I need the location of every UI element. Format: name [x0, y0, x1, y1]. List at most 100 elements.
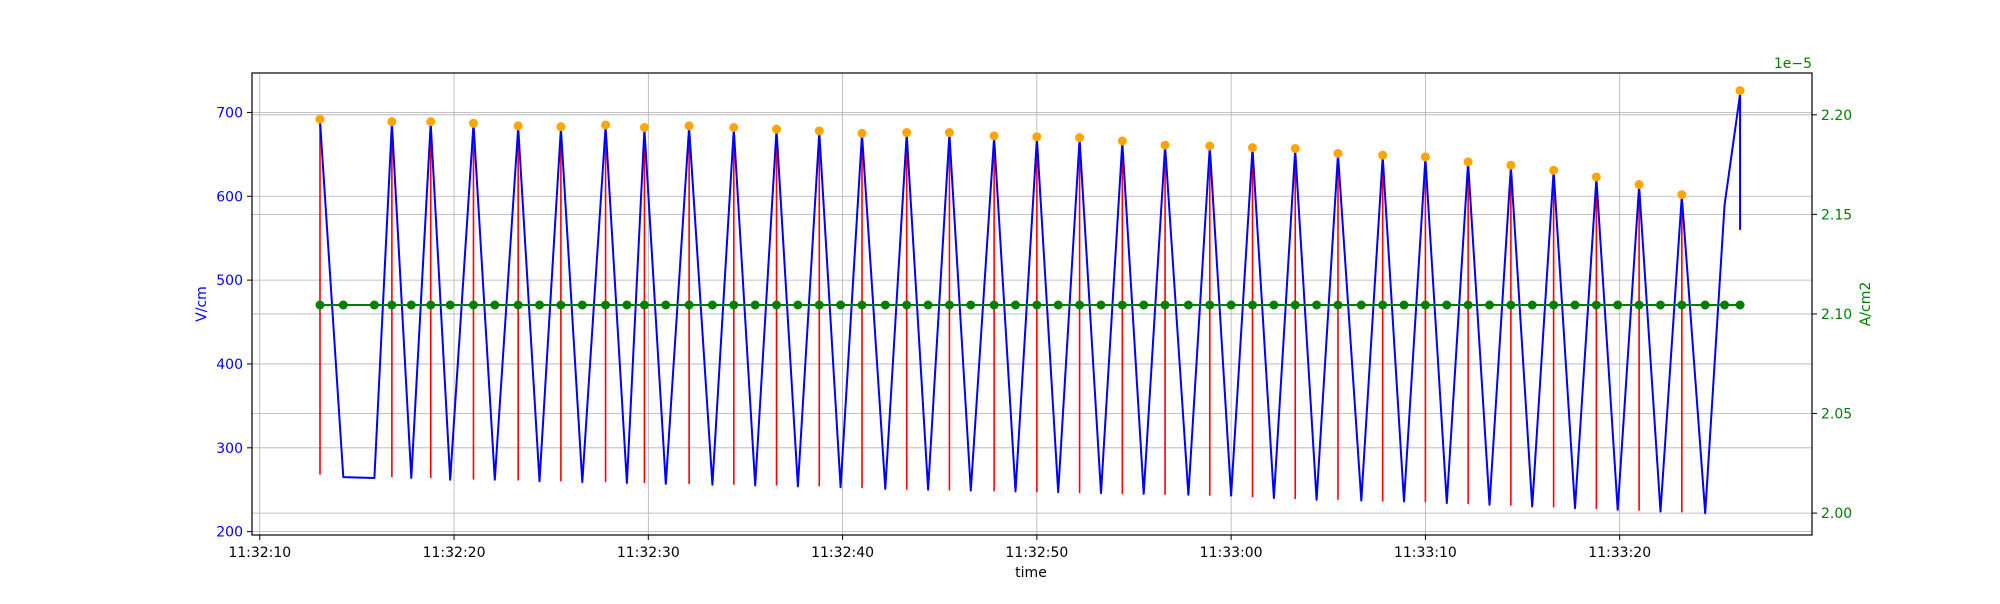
y-axis-right: 2.00 2.05 2.10 2.15 2.20: [1812, 108, 1852, 522]
green-point: [1269, 300, 1279, 310]
orange-point: [556, 122, 566, 132]
green-point: [857, 300, 867, 310]
orange-point: [1333, 148, 1343, 158]
green-point: [1160, 300, 1170, 310]
green-point: [468, 300, 478, 310]
green-point: [1096, 300, 1106, 310]
orange-point: [814, 126, 824, 136]
green-point: [1613, 300, 1623, 310]
orange-point: [1247, 143, 1257, 153]
x-tick-label: 11:32:20: [423, 545, 486, 561]
orange-point: [1506, 160, 1516, 170]
x-tick-label: 11:33:10: [1394, 545, 1457, 561]
green-point: [513, 300, 523, 310]
green-point: [836, 300, 846, 310]
orange-point: [857, 128, 867, 138]
green-point: [1010, 300, 1020, 310]
green-point: [577, 300, 587, 310]
green-point: [1075, 300, 1085, 310]
green-point: [1356, 300, 1366, 310]
x-tick-label: 11:33:20: [1588, 545, 1651, 561]
blue-line-series: [319, 93, 1742, 515]
y-left-tick-label: 600: [216, 189, 243, 205]
green-point: [1549, 300, 1559, 310]
green-point: [1420, 300, 1430, 310]
green-point: [772, 300, 782, 310]
x-tick-label: 11:32:10: [228, 545, 291, 561]
green-point: [1735, 300, 1745, 310]
green-point: [1139, 300, 1149, 310]
y-right-tick-label: 2.20: [1821, 108, 1852, 124]
orange-point: [1549, 165, 1559, 175]
orange-point: [1677, 190, 1687, 200]
orange-point: [1735, 86, 1745, 96]
green-point: [1183, 300, 1193, 310]
green-point: [750, 300, 760, 310]
green-point: [1506, 300, 1516, 310]
series-layer: [315, 86, 1745, 515]
y-left-tick-label: 400: [216, 357, 243, 373]
x-tick-label: 11:32:40: [811, 545, 874, 561]
orange-point: [902, 128, 912, 138]
x-tick-label: 11:33:00: [1200, 545, 1263, 561]
green-point: [1247, 300, 1257, 310]
green-point: [1570, 300, 1580, 310]
green-point: [387, 300, 397, 310]
y-left-tick-label: 500: [216, 273, 243, 289]
green-point: [729, 300, 739, 310]
orange-point: [1160, 140, 1170, 150]
green-point: [902, 300, 912, 310]
green-point: [426, 300, 436, 310]
green-point: [661, 300, 671, 310]
plot-frame: [251, 72, 1813, 536]
green-point: [1117, 300, 1127, 310]
y-right-tick-label: 2.10: [1821, 307, 1852, 323]
orange-point: [468, 118, 478, 128]
orange-point: [729, 123, 739, 133]
orange-point: [989, 131, 999, 141]
y-axis-left: 200 300 400 500 600 700: [216, 105, 252, 541]
green-point: [1226, 300, 1236, 310]
y-left-tick-label: 300: [216, 441, 243, 457]
green-point: [1032, 300, 1042, 310]
green-point: [1463, 300, 1473, 310]
orange-point: [1634, 180, 1644, 190]
x-axis-label: time: [1015, 565, 1047, 581]
green-point: [490, 300, 500, 310]
green-point: [406, 300, 416, 310]
green-point: [1700, 300, 1710, 310]
green-point: [1634, 300, 1644, 310]
orange-point: [772, 124, 782, 134]
green-point: [535, 300, 545, 310]
green-point: [1485, 300, 1495, 310]
orange-point: [1117, 136, 1127, 146]
green-point: [556, 300, 566, 310]
x-axis: 11:32:10 11:32:20 11:32:30 11:32:40 11:32:50…: [228, 535, 1651, 561]
green-point: [793, 300, 803, 310]
orange-point: [601, 120, 611, 130]
green-point: [622, 300, 632, 310]
y-right-tick-label: 2.05: [1821, 407, 1852, 423]
x-tick-label: 11:32:50: [1005, 545, 1068, 561]
y-left-tick-label: 700: [216, 105, 243, 121]
green-point: [1312, 300, 1322, 310]
green-point: [338, 300, 348, 310]
orange-point: [387, 117, 397, 127]
green-point: [1442, 300, 1452, 310]
green-point: [880, 300, 890, 310]
green-point: [944, 300, 954, 310]
green-point: [639, 300, 649, 310]
green-point: [369, 300, 379, 310]
orange-point: [1378, 150, 1388, 160]
y-right-tick-label: 2.15: [1821, 207, 1852, 223]
green-point: [814, 300, 824, 310]
orange-point: [1463, 157, 1473, 167]
green-point: [989, 300, 999, 310]
orange-point: [639, 123, 649, 133]
green-point: [445, 300, 455, 310]
y-right-tick-label: 2.00: [1821, 506, 1852, 522]
green-point: [315, 300, 325, 310]
green-point: [1591, 300, 1601, 310]
orange-point: [1075, 133, 1085, 143]
